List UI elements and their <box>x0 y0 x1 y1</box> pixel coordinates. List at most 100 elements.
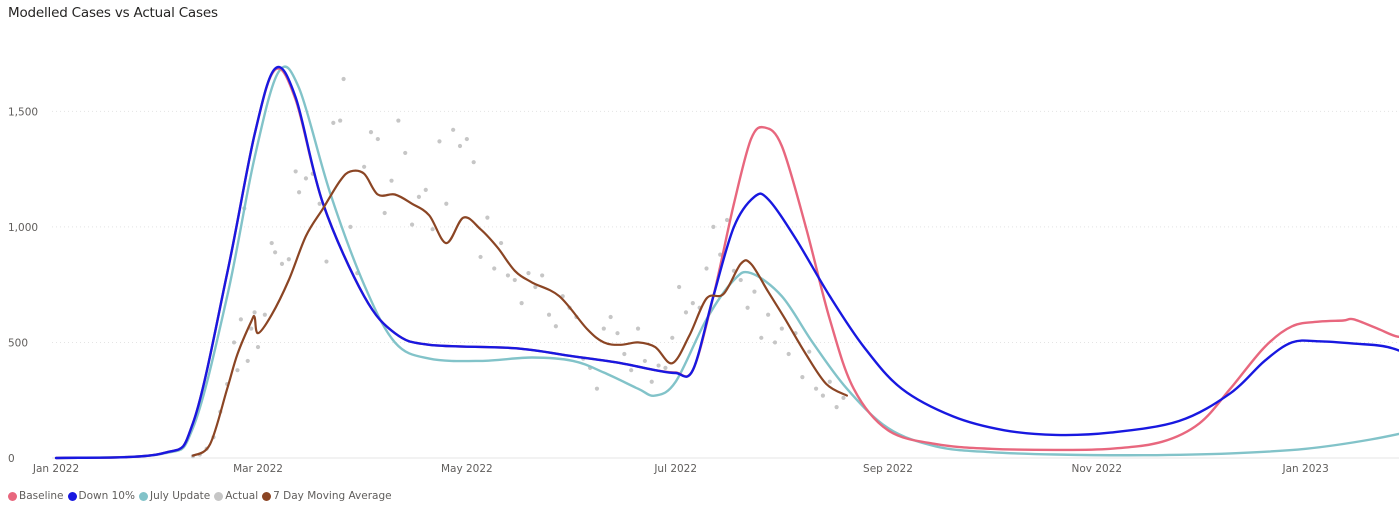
legend-label: Baseline <box>19 490 64 502</box>
grid-layer <box>52 110 1399 459</box>
actual-point-48 <box>485 215 490 220</box>
actual-point-38 <box>416 194 422 199</box>
actual-point-81 <box>711 224 716 229</box>
legend-item-july-update[interactable]: July Update <box>138 490 211 502</box>
actual-point-13 <box>255 344 261 350</box>
actual-point-92 <box>786 351 791 357</box>
series-line-july-update <box>54 65 1399 460</box>
actual-point-15 <box>269 240 274 246</box>
chart-title: Modelled Cases vs Actual Cases <box>8 5 218 21</box>
legend-item-down-10[interactable]: Down 10% <box>67 490 135 502</box>
legend-item-7-day-moving-average[interactable]: 7 Day Moving Average <box>262 490 392 502</box>
actual-point-71 <box>642 358 647 364</box>
actual-point-99 <box>834 405 839 410</box>
x-tick-label-5: Nov 2022 <box>1072 463 1123 475</box>
actual-point-91 <box>779 326 784 331</box>
actual-point-17 <box>279 261 285 266</box>
actual-point-96 <box>813 386 819 391</box>
actual-point-44 <box>457 143 463 149</box>
legend-swatch <box>67 491 77 501</box>
actual-point-53 <box>519 301 524 306</box>
actual-point-24 <box>324 259 329 264</box>
x-tick-label-3: Jul 2022 <box>653 463 697 475</box>
actual-point-65 <box>601 326 606 331</box>
actual-point-82 <box>718 252 723 257</box>
actual-point-18 <box>286 257 291 262</box>
actual-point-68 <box>622 351 627 357</box>
actual-point-86 <box>745 305 750 310</box>
actual-point-89 <box>766 312 771 317</box>
actual-dots-layer <box>190 76 846 459</box>
actual-point-100 <box>841 395 846 401</box>
legend: Baseline Down 10% July Update Actual 7 Day M… <box>8 489 396 503</box>
actual-point-88 <box>759 335 764 340</box>
y-tick-label-0: 0 <box>8 453 15 465</box>
actual-point-37 <box>409 222 415 227</box>
legend-swatch <box>8 491 17 501</box>
actual-point-64 <box>594 386 600 391</box>
actual-point-67 <box>615 331 620 336</box>
actual-point-49 <box>492 266 497 271</box>
legend-swatch <box>262 491 272 501</box>
actual-point-58 <box>553 324 558 329</box>
actual-point-33 <box>382 210 387 216</box>
y-tick-label-3: 1,500 <box>8 106 38 118</box>
actual-point-98 <box>827 379 832 384</box>
actual-point-95 <box>807 349 812 354</box>
actual-point-57 <box>546 312 552 317</box>
actual-point-26 <box>338 118 343 123</box>
actual-point-27 <box>341 76 346 82</box>
actual-point-45 <box>464 136 469 142</box>
actual-point-16 <box>273 250 278 255</box>
actual-point-50 <box>498 240 504 246</box>
legend-label: Down 10% <box>78 490 135 502</box>
actual-point-40 <box>430 227 435 232</box>
actual-point-42 <box>444 201 449 206</box>
actual-point-77 <box>683 310 689 315</box>
actual-point-87 <box>752 289 757 294</box>
actual-point-31 <box>368 130 374 135</box>
axis-layer: 0 500 1,000 1,500 Jan 2022 Mar 2022 May 2022 Ju… <box>8 106 1329 475</box>
series-layer <box>54 65 1399 460</box>
actual-point-35 <box>396 118 401 123</box>
actual-point-43 <box>451 127 456 132</box>
actual-point-7 <box>235 368 240 373</box>
legend-label: 7 Day Moving Average <box>273 490 392 502</box>
actual-point-69 <box>629 368 634 373</box>
y-tick-label-2: 1,000 <box>8 222 38 234</box>
actual-point-32 <box>375 136 380 142</box>
actual-point-97 <box>820 393 826 398</box>
legend-swatch <box>214 491 224 501</box>
actual-point-56 <box>540 273 545 278</box>
y-tick-label-1: 500 <box>8 337 28 349</box>
actual-point-83 <box>724 217 730 223</box>
actual-point-14 <box>262 312 267 317</box>
x-tick-label-4: Sep 2022 <box>863 463 913 475</box>
series-line-7-day-moving-average <box>191 169 848 457</box>
actual-point-30 <box>362 164 367 169</box>
actual-point-90 <box>772 340 778 345</box>
x-tick-label-2: May 2022 <box>441 463 493 475</box>
series-line-down-10 <box>54 65 1399 460</box>
actual-point-36 <box>403 150 408 156</box>
actual-point-41 <box>437 139 442 144</box>
legend-label: July Update <box>149 490 211 502</box>
actual-point-76 <box>677 284 682 290</box>
legend-label: Actual <box>225 490 259 502</box>
actual-point-25 <box>331 120 336 125</box>
actual-point-21 <box>303 176 309 181</box>
legend-item-actual[interactable]: Actual <box>214 490 258 502</box>
actual-point-74 <box>663 365 668 370</box>
actual-point-11 <box>249 326 254 331</box>
legend-item-baseline[interactable]: Baseline <box>8 490 64 502</box>
actual-point-39 <box>423 187 428 193</box>
legend-swatch <box>138 491 148 501</box>
actual-point-80 <box>704 266 709 271</box>
x-tick-label-1: Mar 2022 <box>233 463 283 475</box>
actual-point-20 <box>296 190 302 195</box>
actual-point-34 <box>389 178 394 183</box>
actual-point-51 <box>505 273 511 278</box>
actual-point-23 <box>317 201 322 206</box>
actual-point-55 <box>533 284 538 290</box>
